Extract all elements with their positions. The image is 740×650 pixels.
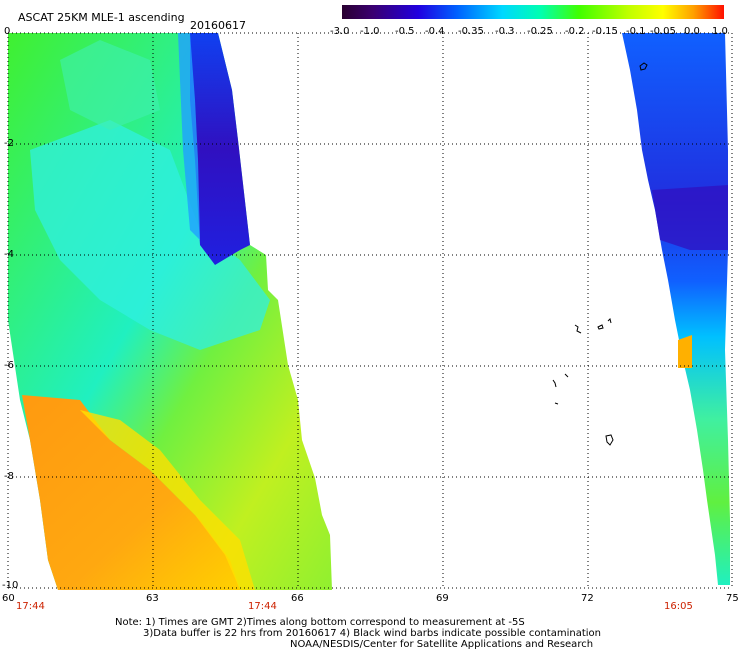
colorbar-label: -0.05 (650, 26, 676, 37)
swath-time-middle: 17:44 (248, 601, 277, 612)
lon-label: 60 (2, 593, 15, 604)
lat-lon-grid (7, 32, 733, 589)
lat-label: -10 (2, 580, 19, 591)
island-outlines (552, 62, 648, 446)
lat-label: 0 (4, 26, 11, 37)
map-title: ASCAT 25KM MLE-1 ascending (18, 11, 185, 24)
lat-label: -4 (4, 249, 14, 260)
lat-label: -2 (4, 138, 14, 149)
colorbar-label: -0.1 (626, 26, 646, 37)
lat-label: -6 (4, 360, 14, 371)
left-swath (8, 33, 332, 590)
colorbar-label: -0.2 (565, 26, 585, 37)
colorbar-label: -0.25 (527, 26, 553, 37)
colorbar-label: -3.0 (330, 26, 350, 37)
colorbar-label: -0.5 (395, 26, 415, 37)
colorbar-label: -0.3 (495, 26, 515, 37)
footer-credit: NOAA/NESDIS/Center for Satellite Applica… (290, 639, 594, 650)
colorbar-label: -0.4 (425, 26, 445, 37)
swath-time-left: 17:44 (16, 601, 45, 612)
right-swath (622, 33, 730, 585)
swath-time-right: 16:05 (664, 601, 693, 612)
lon-label: 69 (436, 593, 449, 604)
footer-note-2: 3)Data buffer is 22 hrs from 20160617 4)… (143, 628, 601, 639)
colorbar-label: -0.35 (458, 26, 484, 37)
colorbar (342, 5, 724, 19)
colorbar-label: -0.15 (592, 26, 618, 37)
map-date: 20160617 (190, 19, 246, 32)
lat-label: -8 (4, 471, 14, 482)
lon-label: 63 (146, 593, 159, 604)
colorbar-label: 1.0 (712, 26, 728, 37)
footer-note-1: Note: 1) Times are GMT 2)Times along bot… (115, 617, 525, 628)
colorbar-label: -1.0 (360, 26, 380, 37)
lon-label: 72 (581, 593, 594, 604)
colorbar-label: 0.0 (684, 26, 700, 37)
lon-label: 66 (291, 593, 304, 604)
lon-label: 75 (726, 593, 739, 604)
